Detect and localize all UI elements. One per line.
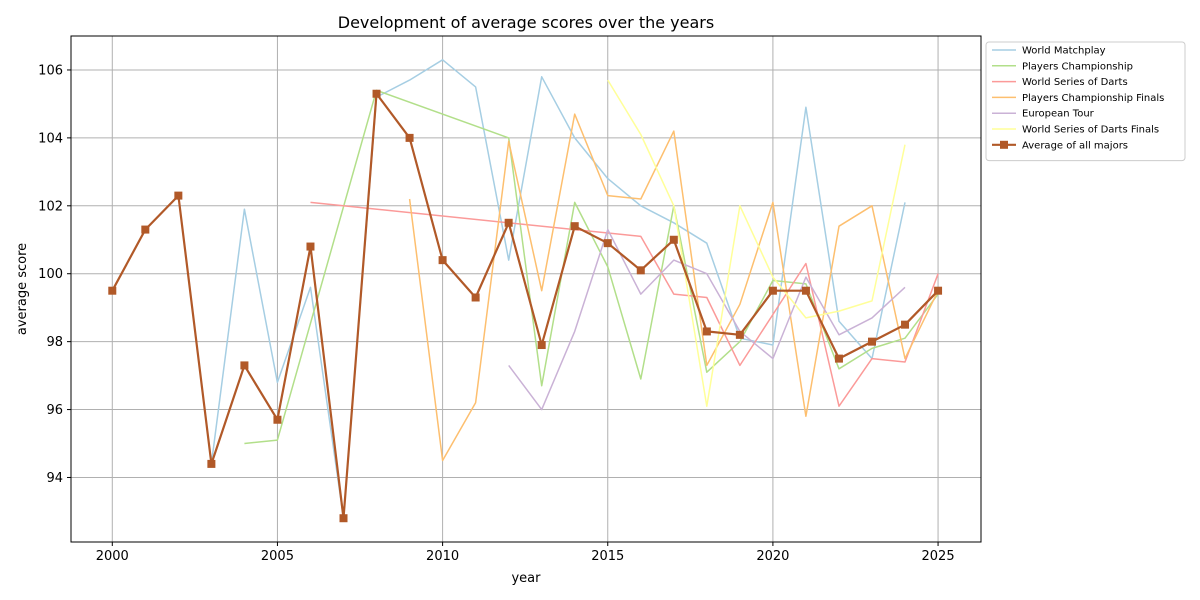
- data-point-marker: [702, 327, 711, 336]
- y-tick-label: 106: [38, 63, 63, 78]
- series: [244, 89, 939, 445]
- data-point-marker: [570, 222, 579, 231]
- data-point-marker: [735, 330, 744, 339]
- data-point-marker: [339, 514, 348, 523]
- series-layer: [108, 59, 943, 523]
- data-point-marker: [306, 242, 315, 251]
- x-tick-label: 2015: [591, 549, 624, 564]
- series-line: [244, 89, 939, 445]
- legend-label: World Series of Darts Finals: [1022, 125, 1159, 136]
- x-tick-label: 2010: [426, 549, 459, 564]
- data-point-marker: [504, 218, 513, 227]
- series-line: [408, 113, 939, 462]
- data-point-marker: [471, 293, 480, 302]
- data-point-marker: [240, 361, 249, 370]
- legend: World Matchplay Players Championship World…: [985, 41, 1186, 162]
- y-tick-label: 100: [38, 267, 63, 282]
- data-point-marker: [438, 256, 447, 265]
- y-tick-label: 96: [46, 403, 63, 418]
- legend-label: European Tour: [1022, 109, 1095, 120]
- series-line: [210, 59, 906, 519]
- x-tick-label: 2005: [261, 549, 294, 564]
- data-point-marker: [603, 239, 612, 248]
- y-axis-label: average score: [15, 243, 30, 335]
- data-point-marker: [273, 415, 282, 424]
- y-tick-label: 104: [38, 131, 63, 146]
- data-point-marker: [537, 341, 546, 350]
- x-tick-label: 2020: [756, 549, 789, 564]
- data-point-marker: [636, 266, 645, 275]
- series: [210, 59, 906, 519]
- series-line: [310, 201, 939, 407]
- legend-marker: [1000, 140, 1008, 149]
- x-axis: 2000 2005 2010 2015 2020 2025: [96, 542, 955, 564]
- series-line: [111, 92, 939, 520]
- data-point-marker: [768, 286, 777, 295]
- data-point-marker: [372, 89, 381, 98]
- y-axis: 94 96 98 100 102 104 106: [38, 63, 71, 486]
- y-tick-label: 94: [46, 471, 63, 486]
- data-point-marker: [174, 191, 183, 200]
- data-point-marker: [901, 320, 910, 329]
- series: [607, 79, 906, 407]
- data-point-marker: [405, 133, 414, 142]
- data-point-marker: [834, 354, 843, 363]
- data-point-marker: [934, 286, 943, 295]
- legend-label: Players Championship Finals: [1022, 93, 1164, 104]
- series: [508, 228, 906, 411]
- series-line: [607, 79, 906, 407]
- x-tick-label: 2000: [96, 549, 129, 564]
- chart-title: Development of average scores over the y…: [338, 13, 714, 32]
- data-point-marker: [669, 235, 678, 244]
- legend-label: World Matchplay: [1022, 46, 1106, 57]
- series: [108, 89, 943, 523]
- x-tick-label: 2025: [922, 549, 955, 564]
- y-tick-label: 102: [38, 199, 63, 214]
- data-point-marker: [108, 286, 117, 295]
- x-axis-label: year: [511, 571, 541, 586]
- y-tick-label: 98: [46, 335, 63, 350]
- data-point-marker: [207, 459, 216, 468]
- legend-label: Average of all majors: [1022, 140, 1128, 151]
- series: [310, 201, 939, 407]
- legend-label: Players Championship: [1022, 61, 1133, 72]
- series: [408, 113, 939, 462]
- data-point-marker: [141, 225, 150, 234]
- legend-label: World Series of Darts: [1022, 77, 1128, 88]
- series-line: [508, 228, 906, 411]
- legend-box: [985, 41, 1186, 162]
- plot-frame: [70, 35, 982, 543]
- data-point-marker: [867, 337, 876, 346]
- data-point-marker: [801, 286, 810, 295]
